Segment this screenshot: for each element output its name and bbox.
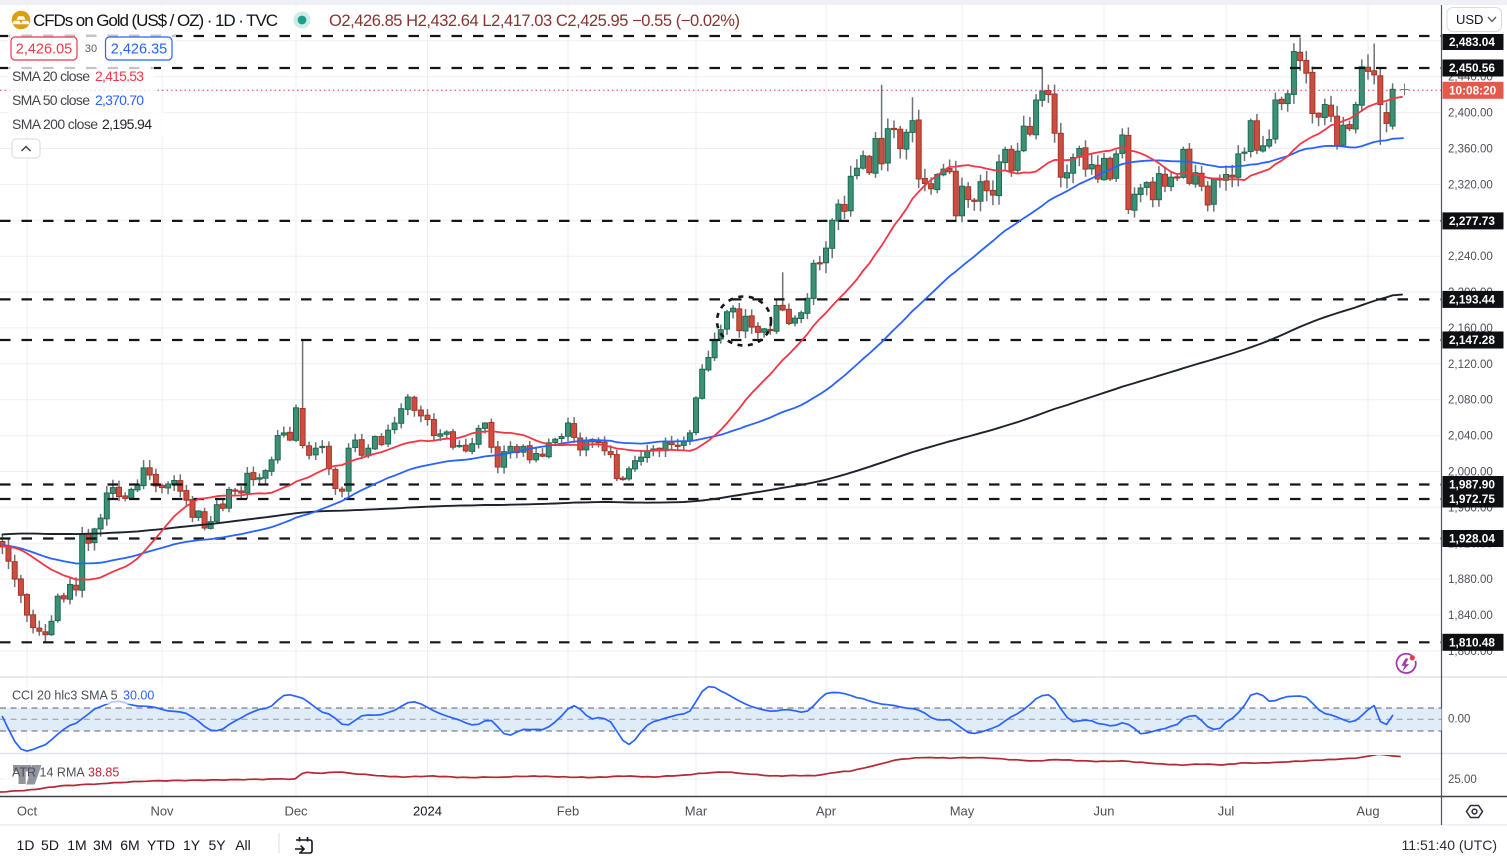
svg-text:2,040.00: 2,040.00 <box>1448 431 1493 443</box>
svg-text:Jun: Jun <box>1094 804 1115 819</box>
svg-text:Mar: Mar <box>685 804 708 819</box>
svg-text:O2,426.85 H2,432.64 L2,417.03: O2,426.85 H2,432.64 L2,417.03 C2,425.95 … <box>329 12 740 30</box>
svg-text:1,987.90: 1,987.90 <box>1449 478 1495 492</box>
svg-text:Aug: Aug <box>1356 804 1379 819</box>
svg-text:1Y: 1Y <box>183 837 201 853</box>
svg-text:2,483.04: 2,483.04 <box>1449 35 1495 49</box>
svg-text:1,880.00: 1,880.00 <box>1448 574 1493 586</box>
svg-text:6M: 6M <box>120 837 139 853</box>
svg-text:USD: USD <box>1456 12 1483 27</box>
svg-text:2,277.73: 2,277.73 <box>1449 214 1495 228</box>
svg-text:2,195.94: 2,195.94 <box>102 116 152 132</box>
svg-text:2,240.00: 2,240.00 <box>1448 251 1493 263</box>
svg-text:SMA 50 close: SMA 50 close <box>12 92 90 108</box>
svg-text:3M: 3M <box>93 837 112 853</box>
svg-text:SMA 200 close: SMA 200 close <box>12 116 98 132</box>
svg-text:CFDs on Gold (US$ / OZ) · 1D ·: CFDs on Gold (US$ / OZ) · 1D · TVC <box>33 11 278 30</box>
svg-text:0.00: 0.00 <box>1448 714 1470 726</box>
svg-text:SMA 20 close: SMA 20 close <box>12 68 90 84</box>
svg-text:2,080.00: 2,080.00 <box>1448 395 1493 407</box>
svg-text:30: 30 <box>85 43 97 55</box>
svg-text:11:51:40 (UTC): 11:51:40 (UTC) <box>1402 837 1497 853</box>
svg-text:2,415.53: 2,415.53 <box>95 68 144 84</box>
svg-text:25.00: 25.00 <box>1448 774 1477 786</box>
svg-text:1,810.48: 1,810.48 <box>1449 636 1495 650</box>
svg-text:1,840.00: 1,840.00 <box>1448 610 1493 622</box>
svg-text:Oct: Oct <box>17 804 38 819</box>
svg-text:1,972.75: 1,972.75 <box>1449 492 1495 506</box>
svg-text:2,320.00: 2,320.00 <box>1448 179 1493 191</box>
svg-text:2024: 2024 <box>413 804 442 819</box>
svg-text:5Y: 5Y <box>208 837 226 853</box>
svg-text:All: All <box>235 837 251 853</box>
svg-text:May: May <box>950 804 975 819</box>
svg-text:10:08:20: 10:08:20 <box>1449 84 1497 98</box>
svg-text:2,147.28: 2,147.28 <box>1449 333 1495 347</box>
svg-text:1,928.04: 1,928.04 <box>1449 532 1495 546</box>
svg-text:2,370.70: 2,370.70 <box>95 92 144 108</box>
svg-text:38.85: 38.85 <box>88 766 119 780</box>
svg-text:Jul: Jul <box>1218 804 1235 819</box>
svg-text:ATR 14 RMA: ATR 14 RMA <box>12 766 85 780</box>
svg-text:2,426.05: 2,426.05 <box>16 42 72 58</box>
svg-text:Feb: Feb <box>557 804 579 819</box>
svg-text:2,400.00: 2,400.00 <box>1448 108 1493 120</box>
svg-text:2,450.56: 2,450.56 <box>1449 61 1495 75</box>
svg-text:2,360.00: 2,360.00 <box>1448 144 1493 156</box>
svg-text:CCI 20 hlc3 SMA 5: CCI 20 hlc3 SMA 5 <box>12 689 118 703</box>
svg-text:2,193.44: 2,193.44 <box>1449 293 1495 307</box>
svg-text:Nov: Nov <box>150 804 174 819</box>
svg-text:Dec: Dec <box>284 804 308 819</box>
svg-text:2,000.00: 2,000.00 <box>1448 467 1493 479</box>
svg-text:2,426.35: 2,426.35 <box>111 42 167 58</box>
svg-text:30.00: 30.00 <box>123 689 154 703</box>
svg-text:2,120.00: 2,120.00 <box>1448 359 1493 371</box>
svg-text:YTD: YTD <box>147 837 175 853</box>
svg-text:5D: 5D <box>41 837 59 853</box>
svg-text:Apr: Apr <box>816 804 837 819</box>
svg-text:1M: 1M <box>67 837 86 853</box>
svg-text:1D: 1D <box>17 837 35 853</box>
